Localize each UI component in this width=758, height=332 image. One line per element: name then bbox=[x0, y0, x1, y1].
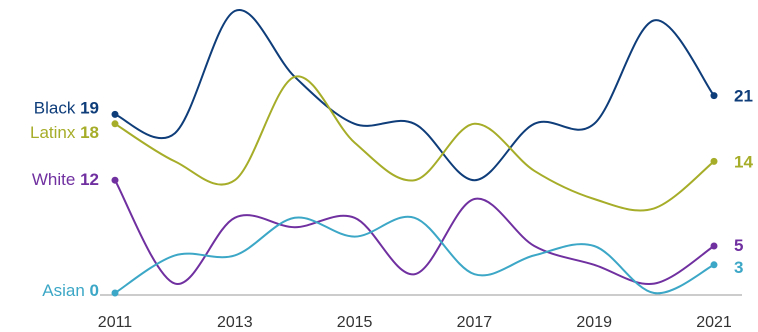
end-value-white: 5 bbox=[734, 236, 743, 255]
series-line-latinx bbox=[114, 75, 715, 212]
end-point-latinx bbox=[710, 157, 718, 165]
end-value-latinx: 14 bbox=[734, 152, 753, 171]
start-point-latinx bbox=[111, 120, 119, 128]
start-value-latinx: 18 bbox=[80, 123, 99, 142]
end-value-asian: 3 bbox=[734, 258, 743, 277]
series-name-latinx: Latinx bbox=[30, 123, 80, 142]
x-tick-label-2019: 2019 bbox=[576, 314, 612, 331]
series-lines bbox=[114, 9, 715, 295]
x-tick-label-2017: 2017 bbox=[457, 314, 493, 331]
series-line-white bbox=[114, 179, 715, 285]
end-point-black bbox=[710, 92, 718, 100]
series-line-black bbox=[114, 9, 715, 182]
x-tick-label-2013: 2013 bbox=[217, 314, 253, 331]
series-name-asian: Asian bbox=[42, 281, 89, 300]
start-point-white bbox=[111, 176, 119, 184]
start-value-asian: 0 bbox=[90, 281, 99, 300]
series-name-white: White bbox=[32, 170, 80, 189]
start-point-black bbox=[111, 110, 119, 118]
series-name-black: Black bbox=[34, 98, 80, 117]
start-value-black: 19 bbox=[80, 98, 99, 117]
start-label-latinx: Latinx 18 bbox=[30, 123, 99, 142]
series-line-asian bbox=[114, 215, 715, 295]
end-value-black: 21 bbox=[734, 87, 753, 106]
x-tick-label-2015: 2015 bbox=[337, 314, 373, 331]
x-tick-label-2011: 2011 bbox=[98, 314, 133, 331]
series-labels: Black 19 21 Latinx 18 14 White 12 5 Asian 0 3 bbox=[30, 87, 753, 300]
start-label-asian: Asian 0 bbox=[42, 281, 99, 300]
start-label-white: White 12 bbox=[32, 170, 99, 189]
start-point-asian bbox=[111, 289, 119, 297]
start-value-white: 12 bbox=[80, 170, 99, 189]
x-tick-label-2021: 2021 bbox=[696, 314, 732, 331]
end-point-white bbox=[710, 242, 718, 250]
end-point-asian bbox=[710, 261, 718, 269]
endpoint-markers bbox=[111, 92, 718, 297]
x-axis-ticks: 2011 2013 2015 2017 2019 2021 bbox=[98, 314, 732, 331]
start-label-black: Black 19 bbox=[34, 98, 99, 117]
